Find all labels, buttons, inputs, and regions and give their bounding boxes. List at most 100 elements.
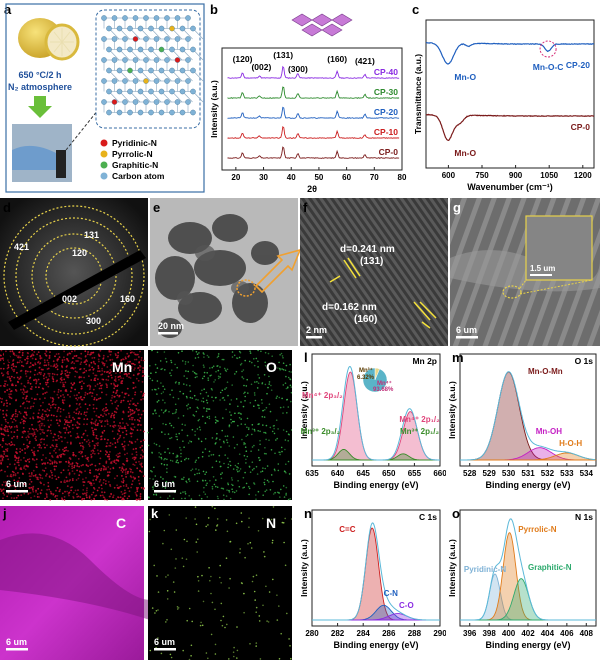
x-tick-label: 900 [509,171,523,180]
annotation-mn-o: Mn-O [454,72,476,82]
carbon-atom [190,67,196,74]
x-tick-label: 532 [541,469,555,478]
panel-label-i: i [151,350,155,365]
x-tick-label: 404 [541,629,555,638]
carbon-atom [122,57,128,63]
x-axis-label: Binding energy (eV) [333,480,418,490]
carbon-atom [153,99,160,105]
x-tick-label: 20 [231,173,240,182]
ftir-series-cp-0 [425,113,594,142]
panel-g: g 1.5 um 6 um [450,198,600,346]
legend-marker [100,172,108,180]
carbon-atom [164,15,170,21]
d-spacing-1: d=0.241 nm [340,244,395,255]
legend-label: Pyridinic-N [112,138,157,148]
ftir-plot: 600 750 900 1050 1200 Wavenumber (cm⁻¹) Transm… [413,19,595,192]
xps-envelope [460,371,596,461]
peak-label: H-O-H [559,439,582,448]
peak-label: Graphitic-N [528,563,572,572]
dopant-atom [169,25,175,32]
peak-label: Mn⁴⁺ 2p₃/₂ [302,391,343,400]
panel-label-l: l [304,350,308,365]
xrd-series-cp-30 [227,86,400,99]
carbon-atom [190,46,196,53]
xps-envelope [460,518,596,621]
panel-o: o 396 398 400 402 404 406 408 Binding energy (e… [447,506,597,650]
carbon-atom [185,15,191,21]
carbon-atom [158,25,165,32]
panel-label-n: n [304,506,312,521]
carbon-atom [164,57,170,63]
peak-label: Mn⁴⁺ 2p₁/₂ [399,415,440,424]
peak-label: (002) [251,62,271,72]
carbon-atom [153,15,160,21]
plot-frame [311,509,441,627]
peak-label: C=C [339,525,355,534]
carbon-atom [106,25,112,32]
carbon-atom [143,57,149,63]
carbon-atom [111,78,118,84]
x-tick-label: 635 [305,469,319,478]
element-c: C [116,515,126,531]
scale-k: 6 um [154,637,175,647]
x-tick-label: 60 [342,173,351,182]
series-label: CP-20 [566,60,590,70]
x-tick-label: 408 [580,629,594,638]
y-axis-label: Intensity (a.u.) [209,80,219,138]
legend-marker [100,161,108,169]
carbon-atom [158,88,165,95]
xps-region-label: O 1s [575,356,594,366]
carbon-atom [137,46,144,53]
carbon-atom [179,67,186,74]
carbon-atom [137,25,144,32]
carbon-atom [148,25,154,32]
pie-value: 93.68% [373,387,394,393]
carbon-atom [101,99,107,105]
panel-label-h: h [3,350,11,365]
carbon-atom [132,57,139,63]
micrograph-row: d 421 131 120 002 160 300 e 20 nm f [0,198,600,347]
carbon-atom [101,36,107,42]
ring-120: 120 [72,248,87,258]
peak-label: Pyrrolic-N [518,525,556,534]
x-tick-label: 660 [433,469,446,478]
panel-label-m: m [452,350,464,365]
carbon-atom [148,88,154,95]
panel-n: n 280 282 284 286 288 290 Binding energy (eV) I… [299,506,446,650]
xps-region-label: Mn 2p [412,356,437,366]
n-doped-carbon-lattice [101,15,204,116]
ring-131: 131 [84,230,99,240]
zoom-line [65,109,99,151]
powder-photo [12,124,72,182]
x-tick-label: 600 [442,171,456,180]
plot-frame [425,19,595,169]
panel-label-d: d [3,200,11,215]
pie-label: Mn³⁺ [359,367,373,374]
carbon-atom [127,25,133,32]
panel-label-e: e [153,200,160,215]
d-spacing-2-plane: (160) [354,314,377,325]
carbon-atom [111,36,118,42]
xps-region-label: C 1s [419,512,437,522]
carbon-atom [122,99,128,105]
carbon-atom [185,57,191,63]
panel-d: d 421 131 120 002 160 300 [0,198,148,347]
peak-label: (300) [288,64,308,74]
d-spacing-1-plane: (131) [360,256,383,267]
peak-label: Pyridinic-N [464,565,506,574]
xps-component [460,578,596,621]
carbon-atom [111,15,118,21]
legend-label: Pyrrolic-N [112,149,153,159]
series-label: CP-10 [374,127,398,137]
peak-label: Mn³⁺ 2p₁/₂ [400,427,440,436]
peak-label: Mn-OH [536,427,562,436]
xrd-series-cp-0 [227,146,400,159]
scale-e: 20 nm [158,321,184,331]
pie-label: Mn⁴⁺ [377,380,392,387]
anneal-temperature: 650 °C/2 h [18,70,61,80]
x-tick-label: 396 [463,629,477,638]
carbon-atom [127,88,133,95]
peak-label: (131) [273,50,293,60]
panel-label-k: k [151,506,159,521]
